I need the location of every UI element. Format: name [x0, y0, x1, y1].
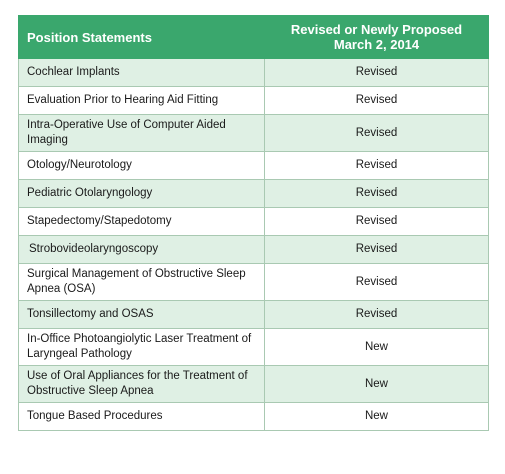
- statement-cell: Strobovideolaryngoscopy: [18, 235, 265, 264]
- statement-cell: Intra-Operative Use of Computer Aided Im…: [18, 114, 265, 152]
- statement-cell: Tongue Based Procedures: [18, 402, 265, 431]
- table-row: Pediatric Otolaryngology Revised: [18, 179, 489, 208]
- table-row: In-Office Photoangiolytic Laser Treatmen…: [18, 328, 489, 366]
- table-row: Intra-Operative Use of Computer Aided Im…: [18, 114, 489, 152]
- table-row: Evaluation Prior to Hearing Aid Fitting …: [18, 86, 489, 115]
- header-status-line1: Revised or Newly Proposed: [290, 22, 463, 37]
- table-header-row: Position Statements Revised or Newly Pro…: [18, 15, 489, 59]
- table-row: Tonsillectomy and OSAS Revised: [18, 300, 489, 329]
- table-row: Surgical Management of Obstructive Sleep…: [18, 263, 489, 301]
- table-row: Use of Oral Appliances for the Treatment…: [18, 365, 489, 403]
- table-row: Otology/Neurotology Revised: [18, 151, 489, 180]
- table-row: Tongue Based Procedures New: [18, 402, 489, 431]
- table-row: Strobovideolaryngoscopy Revised: [18, 235, 489, 264]
- statement-cell: Tonsillectomy and OSAS: [18, 300, 265, 329]
- statement-cell: Cochlear Implants: [18, 58, 265, 87]
- statement-cell: Otology/Neurotology: [18, 151, 265, 180]
- status-cell: Revised: [264, 235, 489, 264]
- status-cell: New: [264, 402, 489, 431]
- statement-cell: Surgical Management of Obstructive Sleep…: [18, 263, 265, 301]
- status-cell: Revised: [264, 263, 489, 301]
- status-cell: Revised: [264, 114, 489, 152]
- position-statements-table: Position Statements Revised or Newly Pro…: [18, 15, 489, 431]
- status-cell: Revised: [264, 58, 489, 87]
- status-cell: Revised: [264, 86, 489, 115]
- status-cell: New: [264, 365, 489, 403]
- statement-cell: Use of Oral Appliances for the Treatment…: [18, 365, 265, 403]
- statement-cell: In-Office Photoangiolytic Laser Treatmen…: [18, 328, 265, 366]
- status-cell: Revised: [264, 151, 489, 180]
- statement-cell: Stapedectomy/Stapedotomy: [18, 207, 265, 236]
- status-cell: New: [264, 328, 489, 366]
- status-cell: Revised: [264, 179, 489, 208]
- header-revised-or-new: Revised or Newly Proposed March 2, 2014: [264, 15, 489, 59]
- statement-cell: Pediatric Otolaryngology: [18, 179, 265, 208]
- status-cell: Revised: [264, 207, 489, 236]
- table-row: Cochlear Implants Revised: [18, 58, 489, 87]
- status-cell: Revised: [264, 300, 489, 329]
- position-statements-table-container: Position Statements Revised or Newly Pro…: [18, 15, 489, 431]
- header-status-line2: March 2, 2014: [333, 37, 420, 52]
- table-row: Stapedectomy/Stapedotomy Revised: [18, 207, 489, 236]
- header-position-statements: Position Statements: [18, 15, 265, 59]
- statement-cell: Evaluation Prior to Hearing Aid Fitting: [18, 86, 265, 115]
